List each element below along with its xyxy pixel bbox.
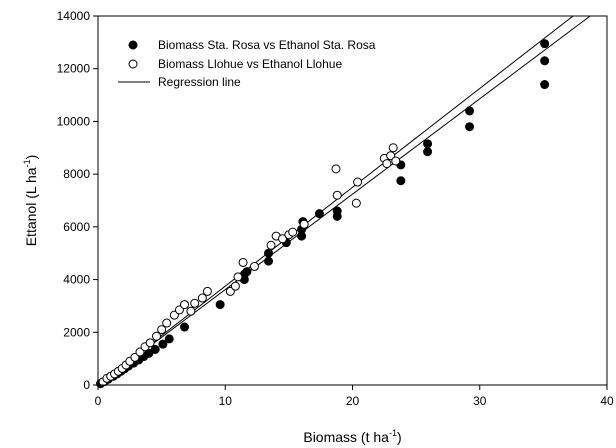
- legend-label-llohue: Biomass Llohue vs Ethanol Llohue: [158, 57, 342, 71]
- data-point-sta-rosa: [215, 300, 225, 310]
- data-point-llohue: [174, 305, 184, 315]
- data-point-llohue: [391, 156, 401, 166]
- y-axis-label-text: Ettanol (L ha: [23, 167, 39, 246]
- data-points: [96, 39, 550, 389]
- data-point-sta-rosa: [180, 322, 190, 332]
- y-tick-label: 14000: [57, 9, 91, 23]
- data-point-sta-rosa: [540, 56, 550, 66]
- legend: Biomass Sta. Rosa vs Ethanol Sta. Rosa B…: [118, 38, 376, 89]
- data-point-llohue: [331, 164, 341, 174]
- y-tick-label: 6000: [63, 220, 90, 234]
- data-point-llohue: [288, 227, 298, 237]
- data-point-llohue: [169, 310, 179, 320]
- data-point-llohue: [230, 281, 240, 291]
- x-tick-label: 30: [473, 394, 487, 408]
- data-point-llohue: [180, 300, 190, 310]
- data-point-llohue: [353, 177, 363, 187]
- data-point-llohue: [250, 261, 260, 271]
- y-tick-label: 12000: [57, 62, 91, 76]
- x-tick-label: 10: [219, 394, 233, 408]
- data-point-llohue: [233, 272, 243, 282]
- plot-area: 0 10 20 30 40 0 2000 4000 6000 8000 10000 12000 140…: [57, 9, 614, 408]
- regression-lines: [97, 15, 591, 386]
- data-point-llohue: [332, 190, 342, 200]
- data-point-sta-rosa: [540, 80, 550, 90]
- x-axis-label-superscript: -1: [389, 428, 397, 438]
- data-point-llohue: [386, 151, 396, 161]
- data-point-llohue: [202, 286, 212, 296]
- data-point-llohue: [197, 293, 207, 303]
- data-point-sta-rosa: [264, 256, 274, 266]
- data-point-sta-rosa: [423, 139, 433, 149]
- data-point-llohue: [190, 298, 200, 308]
- data-point-llohue: [135, 347, 145, 357]
- data-point-sta-rosa: [396, 176, 406, 186]
- y-axis-label-close: ): [23, 155, 39, 160]
- data-point-llohue: [157, 325, 167, 335]
- data-point-sta-rosa: [144, 348, 154, 358]
- x-axis-ticks: 0 10 20 30 40: [95, 385, 614, 408]
- data-point-sta-rosa: [164, 334, 174, 344]
- x-tick-label: 20: [346, 394, 360, 408]
- legend-label-regression: Regression line: [158, 75, 241, 89]
- data-point-llohue: [299, 219, 309, 229]
- x-axis-label-text: Biomass (t ha: [303, 429, 389, 445]
- data-point-sta-rosa: [465, 106, 475, 116]
- y-tick-label: 0: [83, 378, 90, 392]
- data-point-sta-rosa: [423, 147, 433, 157]
- legend-marker-sta-rosa: [128, 40, 138, 50]
- data-point-sta-rosa: [540, 39, 550, 49]
- data-point-sta-rosa: [158, 339, 168, 349]
- data-point-sta-rosa: [465, 122, 475, 132]
- regression-line: [97, 15, 591, 386]
- data-point-llohue: [145, 338, 155, 348]
- data-point-llohue: [186, 306, 196, 316]
- y-tick-label: 4000: [63, 273, 90, 287]
- data-point-sta-rosa: [332, 206, 342, 216]
- data-point-llohue: [278, 234, 288, 244]
- data-point-llohue: [162, 318, 172, 328]
- y-tick-label: 10000: [57, 114, 91, 128]
- x-tick-label: 40: [600, 394, 614, 408]
- x-tick-label: 0: [95, 394, 102, 408]
- legend-marker-llohue: [128, 59, 138, 69]
- x-axis-label-close: ): [397, 429, 402, 445]
- data-point-sta-rosa: [314, 209, 324, 219]
- data-point-llohue: [266, 240, 276, 250]
- data-point-sta-rosa: [264, 248, 274, 258]
- data-point-llohue: [238, 257, 248, 267]
- x-axis-label: Biomass (t ha-1): [303, 428, 401, 445]
- regression-line: [97, 15, 574, 386]
- data-point-sta-rosa: [150, 344, 160, 354]
- data-point-llohue: [130, 352, 140, 362]
- data-point-sta-rosa: [242, 267, 252, 277]
- plot-frame: [97, 15, 608, 386]
- data-point-llohue: [388, 143, 398, 153]
- data-point-llohue: [152, 331, 162, 341]
- y-tick-label: 8000: [63, 167, 90, 181]
- y-axis-ticks: 0 2000 4000 6000 8000 10000 12000 14000: [57, 9, 98, 392]
- y-axis-label: Ettanol (L ha-1): [22, 155, 39, 247]
- data-point-llohue: [225, 286, 235, 296]
- data-point-llohue: [382, 159, 392, 169]
- legend-label-sta-rosa: Biomass Sta. Rosa vs Ethanol Sta. Rosa: [158, 38, 376, 52]
- y-tick-label: 2000: [63, 325, 90, 339]
- y-axis-label-superscript: -1: [22, 159, 32, 167]
- data-point-llohue: [351, 198, 361, 208]
